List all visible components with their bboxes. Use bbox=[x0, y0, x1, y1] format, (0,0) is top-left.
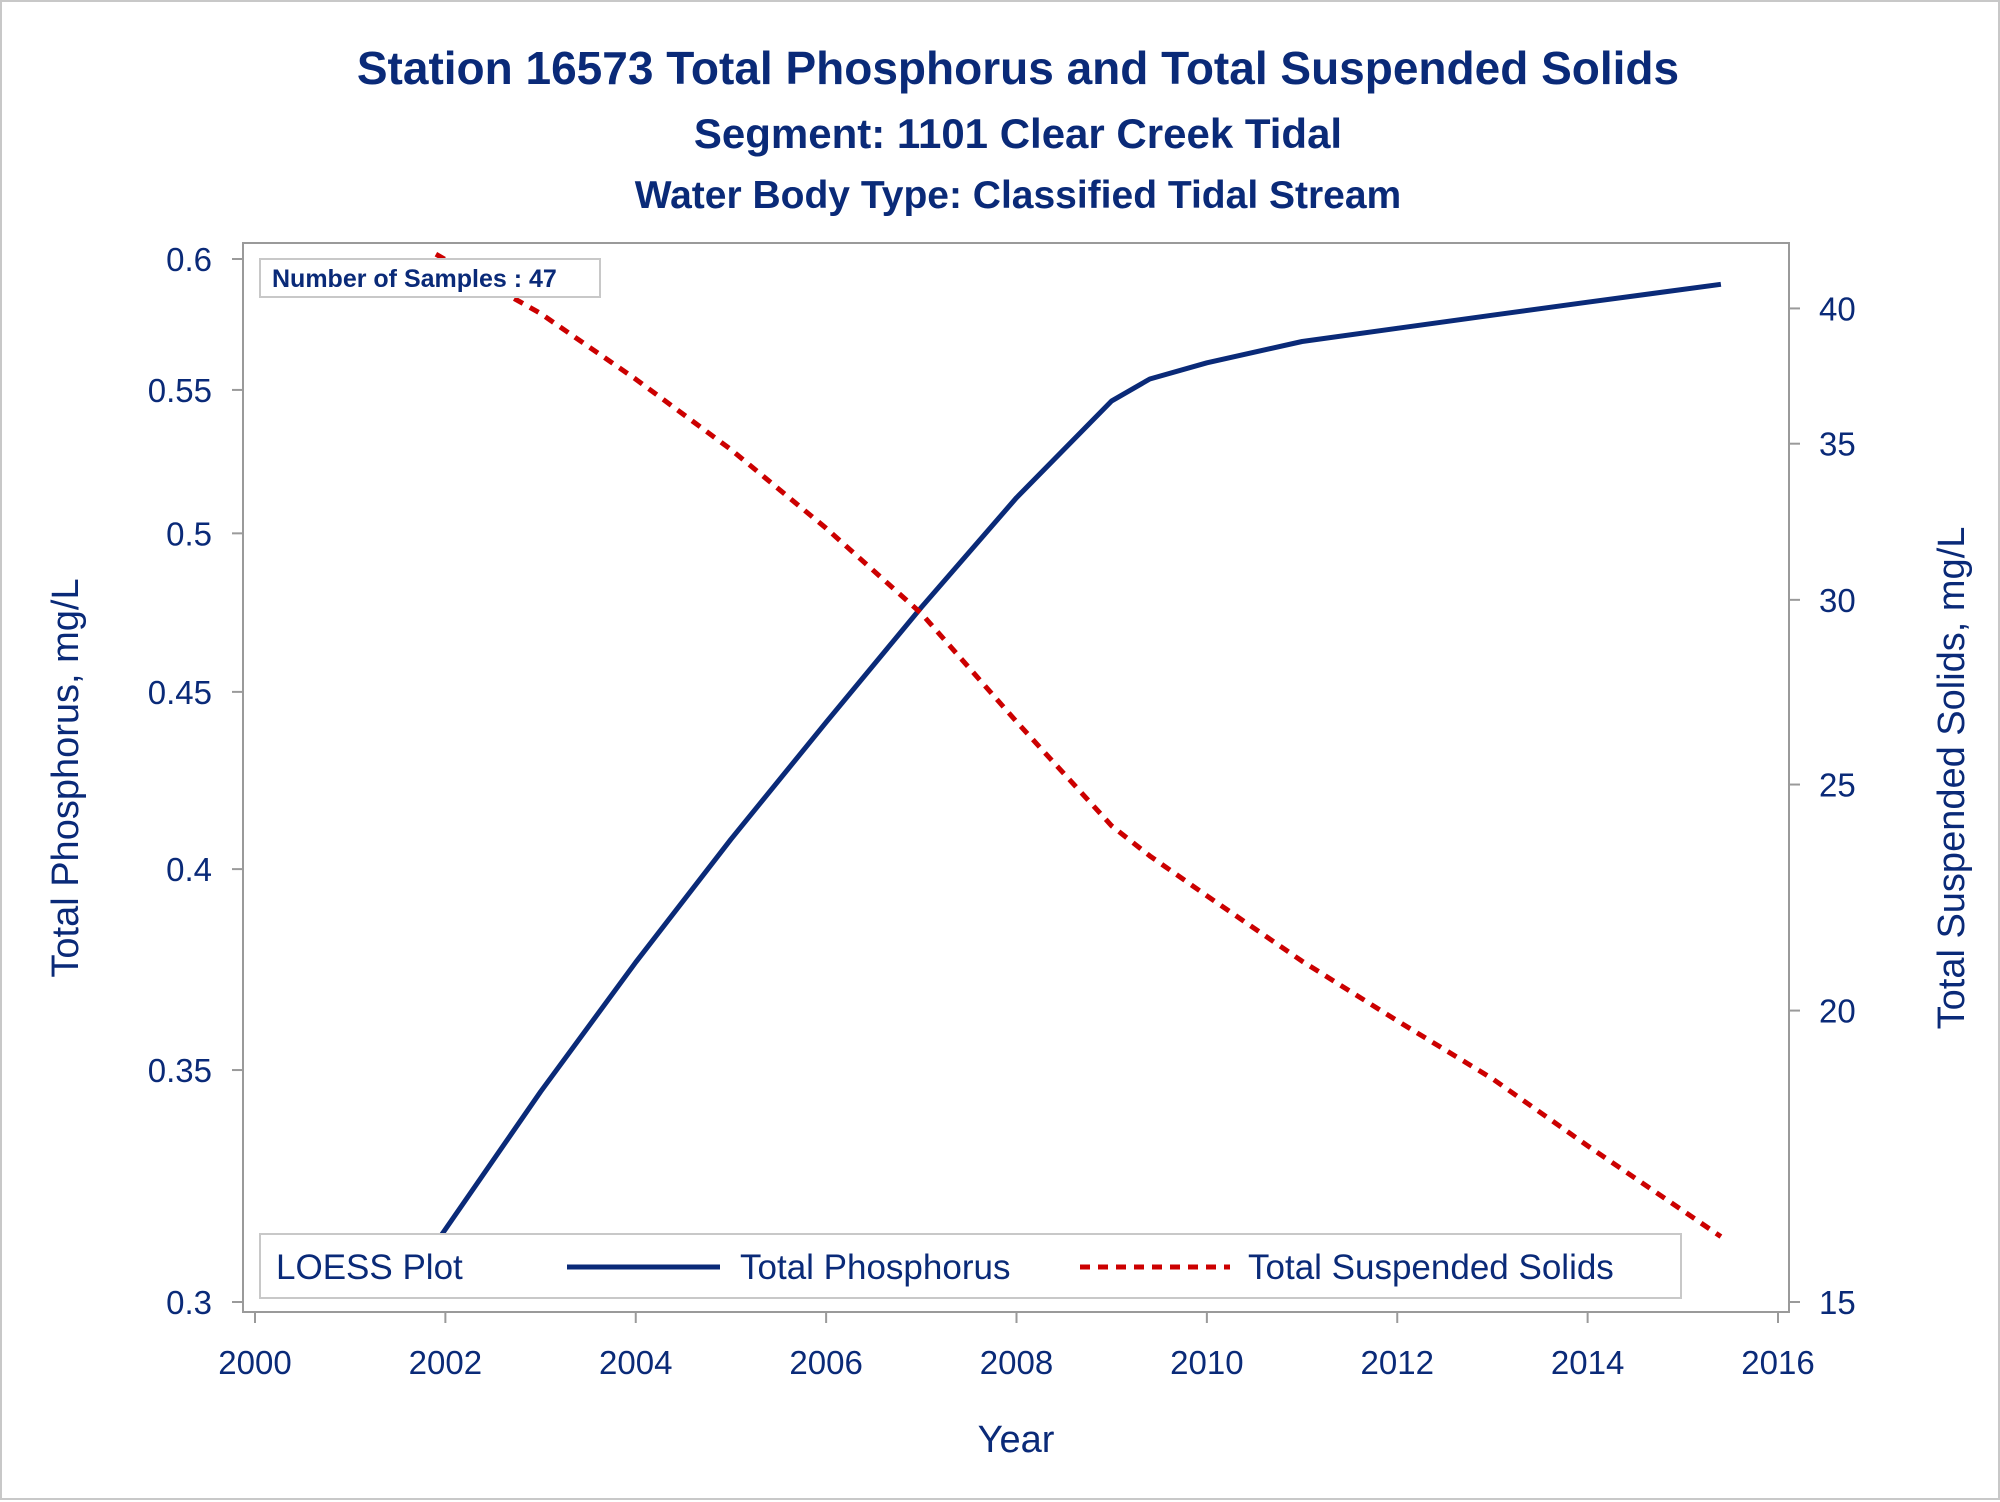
x-axis-ticks: 2000 2002 2004 2006 2008 2010 2012 2014 2016 bbox=[218, 1312, 1815, 1381]
series-line-total-phosphorus bbox=[433, 281, 1722, 1245]
y2-tick-label: 35 bbox=[1819, 426, 1856, 463]
y-tick-label: 0.35 bbox=[148, 1052, 212, 1089]
y2-tick-label: 30 bbox=[1819, 582, 1856, 619]
y-axis-ticks: 0.3 0.35 0.4 0.45 0.5 0.55 0.6 bbox=[148, 241, 243, 1321]
y-tick-label: 0.45 bbox=[148, 674, 212, 711]
y2-tick-label: 40 bbox=[1819, 290, 1856, 327]
x-tick-label: 2012 bbox=[1361, 1344, 1434, 1381]
y-tick-label: 0.5 bbox=[166, 515, 212, 552]
sample-count-text: Number of Samples : 47 bbox=[272, 265, 557, 293]
y2-tick-label: 15 bbox=[1819, 1284, 1856, 1321]
x-tick-label: 2004 bbox=[599, 1344, 672, 1381]
sample-count-inset: Number of Samples : 47 bbox=[259, 258, 601, 298]
chart-title: Station 16573 Total Phosphorus and Total… bbox=[357, 42, 1679, 94]
chart-subtitle-waterbody: Water Body Type: Classified Tidal Stream bbox=[635, 174, 1401, 217]
inset-box bbox=[259, 258, 601, 298]
plot-area bbox=[242, 242, 1790, 1313]
series-layer bbox=[433, 252, 1723, 1245]
legend-box bbox=[259, 1233, 1682, 1299]
x-tick-label: 2010 bbox=[1170, 1344, 1243, 1381]
legend: LOESS Plot Total Phosphorus Total Suspen… bbox=[259, 1233, 1682, 1299]
y-tick-label: 0.4 bbox=[166, 851, 212, 888]
x-tick-label: 2014 bbox=[1551, 1344, 1624, 1381]
y2-tick-label: 20 bbox=[1819, 993, 1856, 1030]
y-tick-label: 0.55 bbox=[148, 372, 212, 409]
y-axis-label: Total Phosphorus, mg/L bbox=[45, 578, 87, 977]
x-tick-label: 2016 bbox=[1741, 1344, 1814, 1381]
y-tick-label: 0.3 bbox=[166, 1284, 212, 1321]
legend-title: LOESS Plot bbox=[276, 1248, 463, 1287]
x-tick-label: 2002 bbox=[409, 1344, 482, 1381]
x-tick-label: 2008 bbox=[980, 1344, 1053, 1381]
y2-axis-ticks: 15 20 25 30 35 40 bbox=[1789, 290, 1856, 1321]
x-tick-label: 2000 bbox=[218, 1344, 291, 1381]
series-line-total-suspended-solids bbox=[434, 252, 1723, 1239]
legend-label-total-suspended-solids: Total Suspended Solids bbox=[1248, 1248, 1614, 1287]
y-tick-label: 0.6 bbox=[166, 241, 212, 278]
legend-label-total-phosphorus: Total Phosphorus bbox=[740, 1248, 1010, 1287]
chart-subtitle-segment: Segment: 1101 Clear Creek Tidal bbox=[694, 110, 1342, 157]
y2-axis-label: Total Suspended Solids, mg/L bbox=[1931, 527, 1973, 1030]
x-axis-label: Year bbox=[978, 1419, 1055, 1461]
y2-tick-label: 25 bbox=[1819, 767, 1856, 804]
x-tick-label: 2006 bbox=[789, 1344, 862, 1381]
